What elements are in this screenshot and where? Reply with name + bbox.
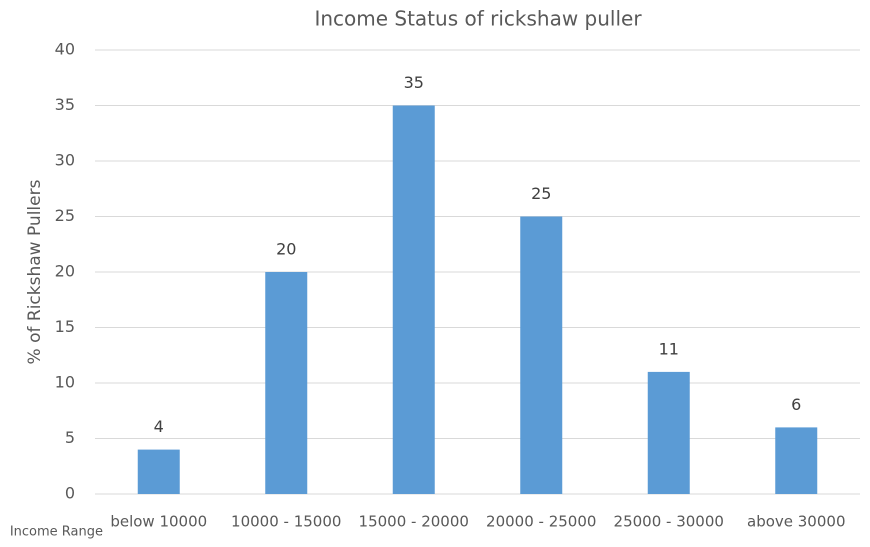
x-tick-label: 20000 - 25000 xyxy=(486,513,596,531)
y-tick-label: 20 xyxy=(55,262,75,281)
bar xyxy=(647,371,690,494)
bar xyxy=(137,449,180,494)
y-tick-label: 10 xyxy=(55,373,75,392)
data-label: 25 xyxy=(531,184,551,203)
bar xyxy=(265,272,308,494)
x-tick-label: above 30000 xyxy=(747,513,845,531)
data-label: 35 xyxy=(404,73,424,92)
data-label: 11 xyxy=(659,339,679,358)
bar xyxy=(775,427,818,494)
y-tick-label: 30 xyxy=(55,151,75,170)
x-axis-label: Income Range xyxy=(10,525,103,540)
chart-title: Income Status of rickshaw puller xyxy=(314,7,642,31)
y-tick-label: 15 xyxy=(55,317,75,336)
y-tick-label: 40 xyxy=(55,40,75,59)
data-label: 4 xyxy=(154,417,164,436)
bar xyxy=(520,216,563,494)
bar xyxy=(392,105,435,494)
y-tick-label: 5 xyxy=(65,428,75,447)
x-tick-label: 10000 - 15000 xyxy=(231,513,341,531)
data-label: 20 xyxy=(276,240,296,259)
y-tick-label: 0 xyxy=(65,484,75,503)
x-tick-label: below 10000 xyxy=(110,513,207,531)
x-tick-label: 25000 - 30000 xyxy=(614,513,724,531)
y-axis-label: % of Rickshaw Pullers xyxy=(25,179,45,364)
x-tick-label: 15000 - 20000 xyxy=(359,513,469,531)
y-tick-label: 35 xyxy=(55,95,75,114)
y-tick-label: 25 xyxy=(55,206,75,225)
data-label: 6 xyxy=(791,395,801,414)
